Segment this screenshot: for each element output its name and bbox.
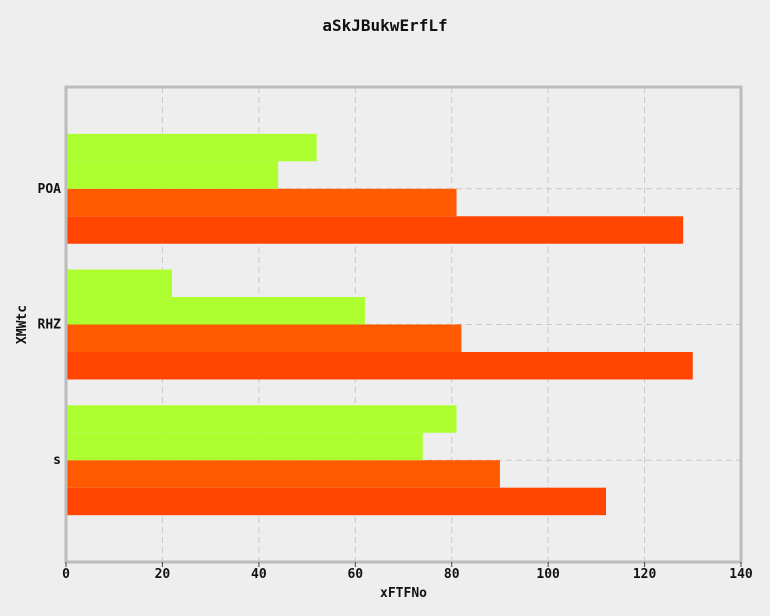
bar-s-series-4 — [66, 405, 457, 433]
x-tick-label: 120 — [633, 567, 657, 582]
bar-rhz-series-4 — [66, 269, 173, 298]
bar-poa-series-2 — [66, 188, 457, 217]
y-tick-label-poa: POA — [38, 182, 62, 197]
x-axis-label: xFTFNo — [380, 586, 427, 601]
y-tick-label-rhz: RHZ — [38, 318, 62, 333]
bar-poa-series-3 — [66, 161, 279, 189]
plot-frame — [64, 85, 743, 564]
bar-s-series-2 — [66, 460, 500, 488]
x-tick-label: 80 — [444, 567, 460, 582]
x-tick-label: 40 — [251, 567, 267, 582]
chart-title: aSkJBukwErfLf — [322, 16, 448, 35]
y-tick-label-s: s — [53, 453, 61, 468]
y-axis-label: XMWtc — [15, 305, 30, 344]
bar-s-series-1 — [66, 487, 606, 516]
bar-rhz-series-3 — [66, 297, 365, 325]
bar-rhz-series-1 — [66, 351, 693, 380]
bar-poa-series-1 — [66, 216, 684, 244]
bar-poa-series-4 — [66, 133, 317, 162]
x-tick-label: 60 — [347, 567, 363, 582]
x-tick-label: 140 — [729, 567, 753, 582]
bar-s-series-3 — [66, 432, 423, 461]
bar-rhz-series-2 — [66, 324, 462, 352]
x-tick-label: 20 — [155, 567, 171, 582]
x-tick-label: 0 — [62, 567, 70, 582]
x-tick-label: 100 — [536, 567, 560, 582]
